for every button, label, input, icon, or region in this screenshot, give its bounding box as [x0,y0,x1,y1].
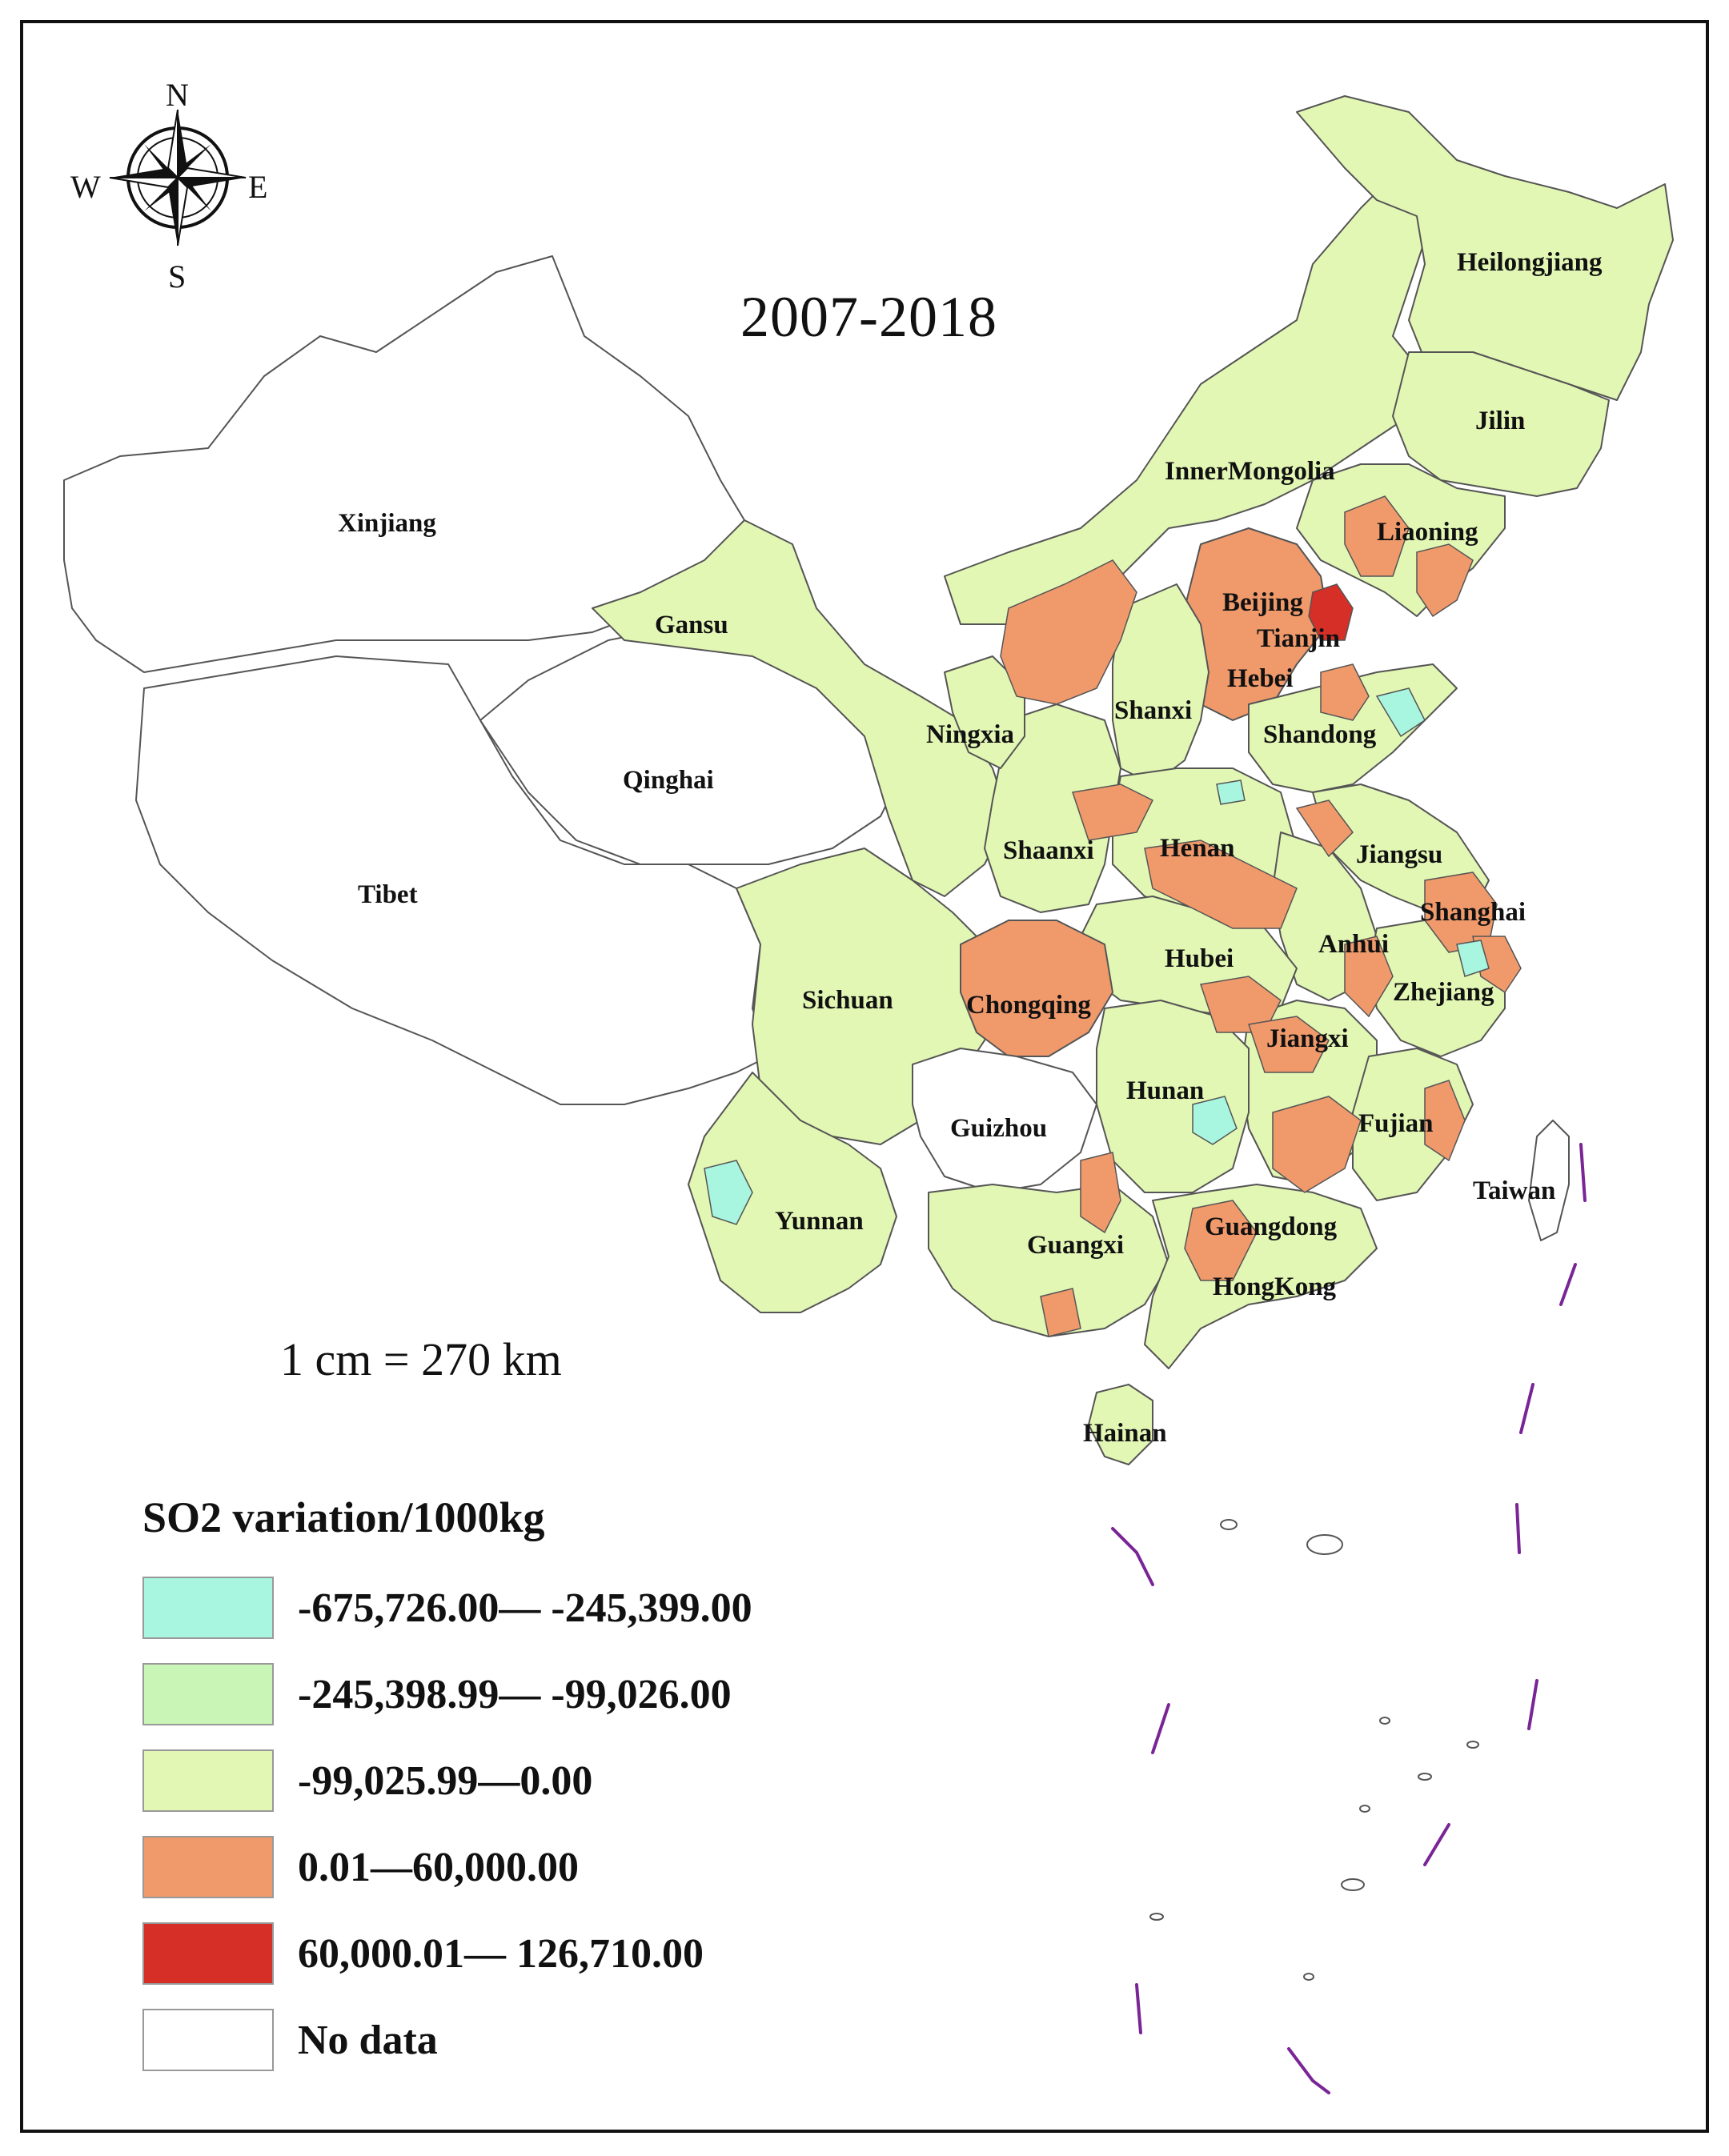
legend-label: 0.01—60,000.00 [298,1844,579,1890]
legend-item: 60,000.01— 126,710.00 [142,1910,752,1997]
patch-liaoning-orange [1344,495,1410,577]
legend-label: -245,398.99— -99,026.00 [298,1671,732,1717]
legend-item: No data [142,1997,752,2083]
legend-label: -675,726.00— -245,399.00 [298,1585,752,1631]
legend-label: No data [298,2017,438,2063]
patch-hubei-orange [1200,976,1282,1033]
label-gansu: Gansu [655,611,728,639]
region-chongqing [960,920,1113,1057]
patch-fujian-orange [1424,1080,1466,1162]
label-anhui: Anhui [1318,930,1390,959]
legend-label: -99,025.99—0.00 [298,1757,593,1804]
label-fujian: Fujian [1358,1109,1434,1138]
region-shaanxi [984,703,1121,913]
label-hubei: Hubei [1165,944,1234,973]
compass-n: N [166,77,189,113]
legend-swatch [142,1836,274,1898]
label-heilongjiang: Heilongjiang [1457,248,1603,277]
legend-swatch [142,2009,274,2071]
patch-jiangxi-orange [1248,1016,1330,1073]
label-hainan: Hainan [1083,1419,1167,1448]
region-guizhou [912,1048,1097,1193]
region-ningxia [944,655,1025,769]
label-zhejiang: Zhejiang [1393,978,1494,1007]
label-hongkong: HongKong [1213,1272,1337,1301]
patch-zhejiang-cyan [1456,940,1490,977]
label-jiangsu: Jiangsu [1356,840,1443,869]
legend: SO2 variation/1000kg -675,726.00— -245,3… [142,1493,752,2083]
patch-dalian-orange [1416,543,1474,618]
patch-guangxi-south-orange [1040,1288,1081,1337]
patch-jiangxi-south-orange [1272,1096,1362,1193]
region-yunnan [688,1072,897,1313]
compass-e: E [248,169,268,205]
label-shandong: Shandong [1263,720,1377,749]
legend-item: -99,025.99—0.00 [142,1737,752,1824]
label-tianjin: Tianjin [1257,624,1340,653]
label-shaanxi: Shaanxi [1003,836,1094,865]
region-hainan [1088,1384,1153,1465]
label-yunnan: Yunnan [775,1207,864,1236]
legend-label: 60,000.01— 126,710.00 [298,1930,704,1977]
patch-henan-cyan [1216,779,1246,805]
maritime-boundary [1111,1143,1587,2094]
label-guangdong: Guangdong [1205,1212,1338,1241]
compass-w: W [70,169,101,205]
legend-swatch [142,1663,274,1725]
patch-henan-orange [1144,840,1298,929]
patch-anhui-orange [1344,936,1394,1018]
patch-jiangsu-orange [1295,799,1354,858]
patch-hunan-cyan [1192,1096,1238,1145]
label-henan: Henan [1160,834,1235,863]
region-heilongjiang [1296,95,1674,401]
patch-shaanxi-orange [1072,783,1154,841]
label-hebei: Hebei [1227,664,1294,693]
legend-item: 0.01—60,000.00 [142,1824,752,1910]
label-inner-mongolia: InnerMongolia [1165,457,1335,486]
patch-guangxi-orange [1080,1152,1121,1234]
label-taiwan: Taiwan [1473,1176,1556,1205]
legend-item: -675,726.00— -245,399.00 [142,1565,752,1651]
label-jilin: Jilin [1475,407,1526,435]
patch-guangdong-orange [1184,1200,1258,1281]
label-shanxi: Shanxi [1114,696,1193,725]
label-beijing: Beijing [1222,588,1303,617]
legend-swatch [142,1922,274,1985]
compass-s: S [168,258,187,295]
island-clusters [1149,1519,1479,1981]
patch-tianjin-red [1308,583,1354,641]
label-xinjiang: Xinjiang [338,509,436,538]
label-guangxi: Guangxi [1027,1231,1125,1260]
region-shanxi [1112,583,1209,785]
legend-title: SO2 variation/1000kg [142,1493,545,1541]
map-frame [20,20,1709,2133]
label-shanghai: Shanghai [1420,898,1526,927]
region-taiwan [1528,1120,1570,1241]
region-inner-mongolia [944,143,1458,625]
region-jilin [1392,351,1610,497]
patch-inner-mongolia-orange [1000,559,1137,705]
map-title: 2007-2018 [740,285,997,349]
label-ningxia: Ningxia [926,720,1015,749]
label-liaoning: Liaoning [1377,518,1478,547]
label-chongqing: Chongqing [966,991,1091,1020]
legend-swatch [142,1577,274,1639]
label-hunan: Hunan [1126,1076,1205,1105]
label-qinghai: Qinghai [623,766,714,795]
legend-swatch [142,1749,274,1812]
legend-item: -245,398.99— -99,026.00 [142,1651,752,1737]
scale-label: 1 cm = 270 km [280,1333,562,1385]
label-jiangxi: Jiangxi [1266,1024,1349,1053]
label-tibet: Tibet [358,880,418,909]
compass-rose-icon [109,109,247,246]
region-hunan [1096,1000,1250,1193]
patch-shandong-cyan [1375,687,1426,738]
patch-yunnan-cyan [704,1160,753,1225]
patch-shandong-orange [1320,663,1370,721]
label-sichuan: Sichuan [802,986,893,1015]
label-guizhou: Guizhou [950,1114,1048,1143]
